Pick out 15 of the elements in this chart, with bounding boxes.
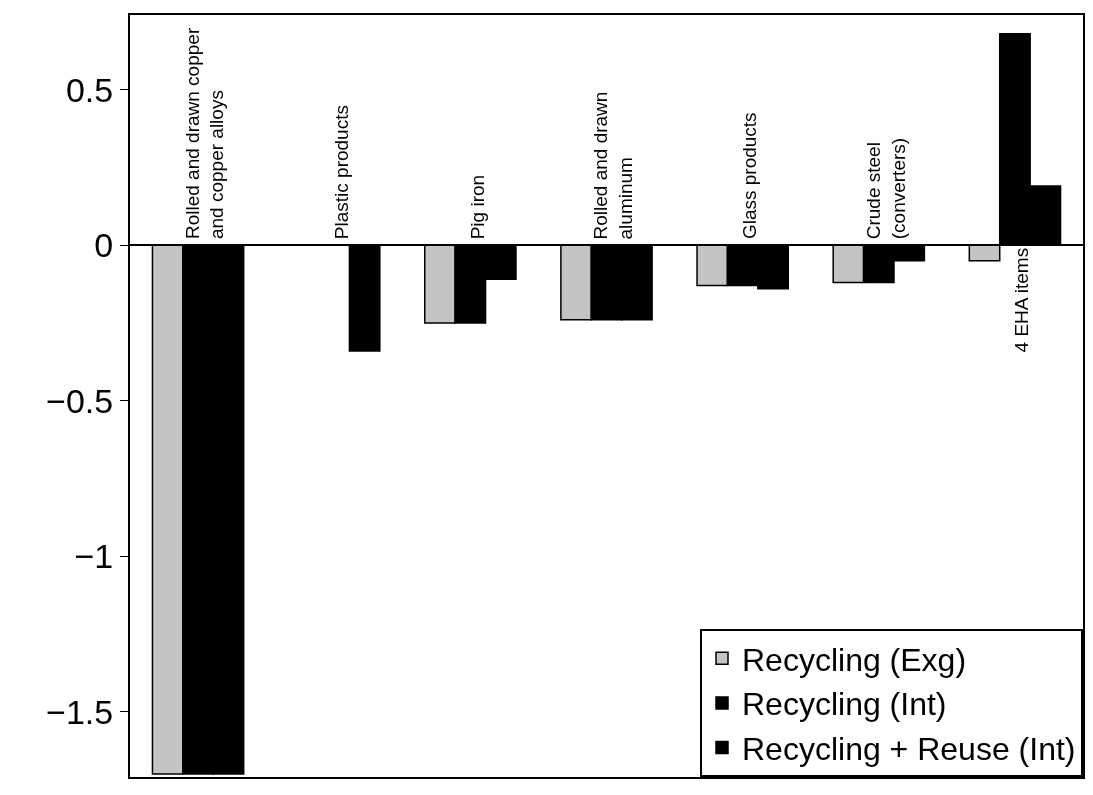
legend-label: Recycling (Int) <box>742 686 947 723</box>
y-tick-label: −0.5 <box>46 381 114 420</box>
legend-label: Recycling + Reuse (Int) <box>742 730 1076 767</box>
x-tick-label: Plastic products <box>330 105 352 240</box>
y-tick-label: 0.5 <box>65 70 114 109</box>
y-tick-label: −1 <box>74 537 114 576</box>
x-tick-label: Glass products <box>738 112 760 240</box>
legend-label: Recycling (Exg) <box>742 641 967 678</box>
y-tick-label: 0 <box>94 226 114 265</box>
y-tick-label: −1.5 <box>46 692 114 731</box>
x-tick-label: Rolled and drawn copper and copper alloys <box>181 27 228 240</box>
x-tick-label: 4 EHA items <box>1011 247 1033 353</box>
x-tick-label: Rolled and drawn aluminum <box>590 91 636 240</box>
x-tick-label: Pig iron <box>467 174 488 240</box>
x-tick-label: Crude steel (converters) <box>862 137 909 240</box>
